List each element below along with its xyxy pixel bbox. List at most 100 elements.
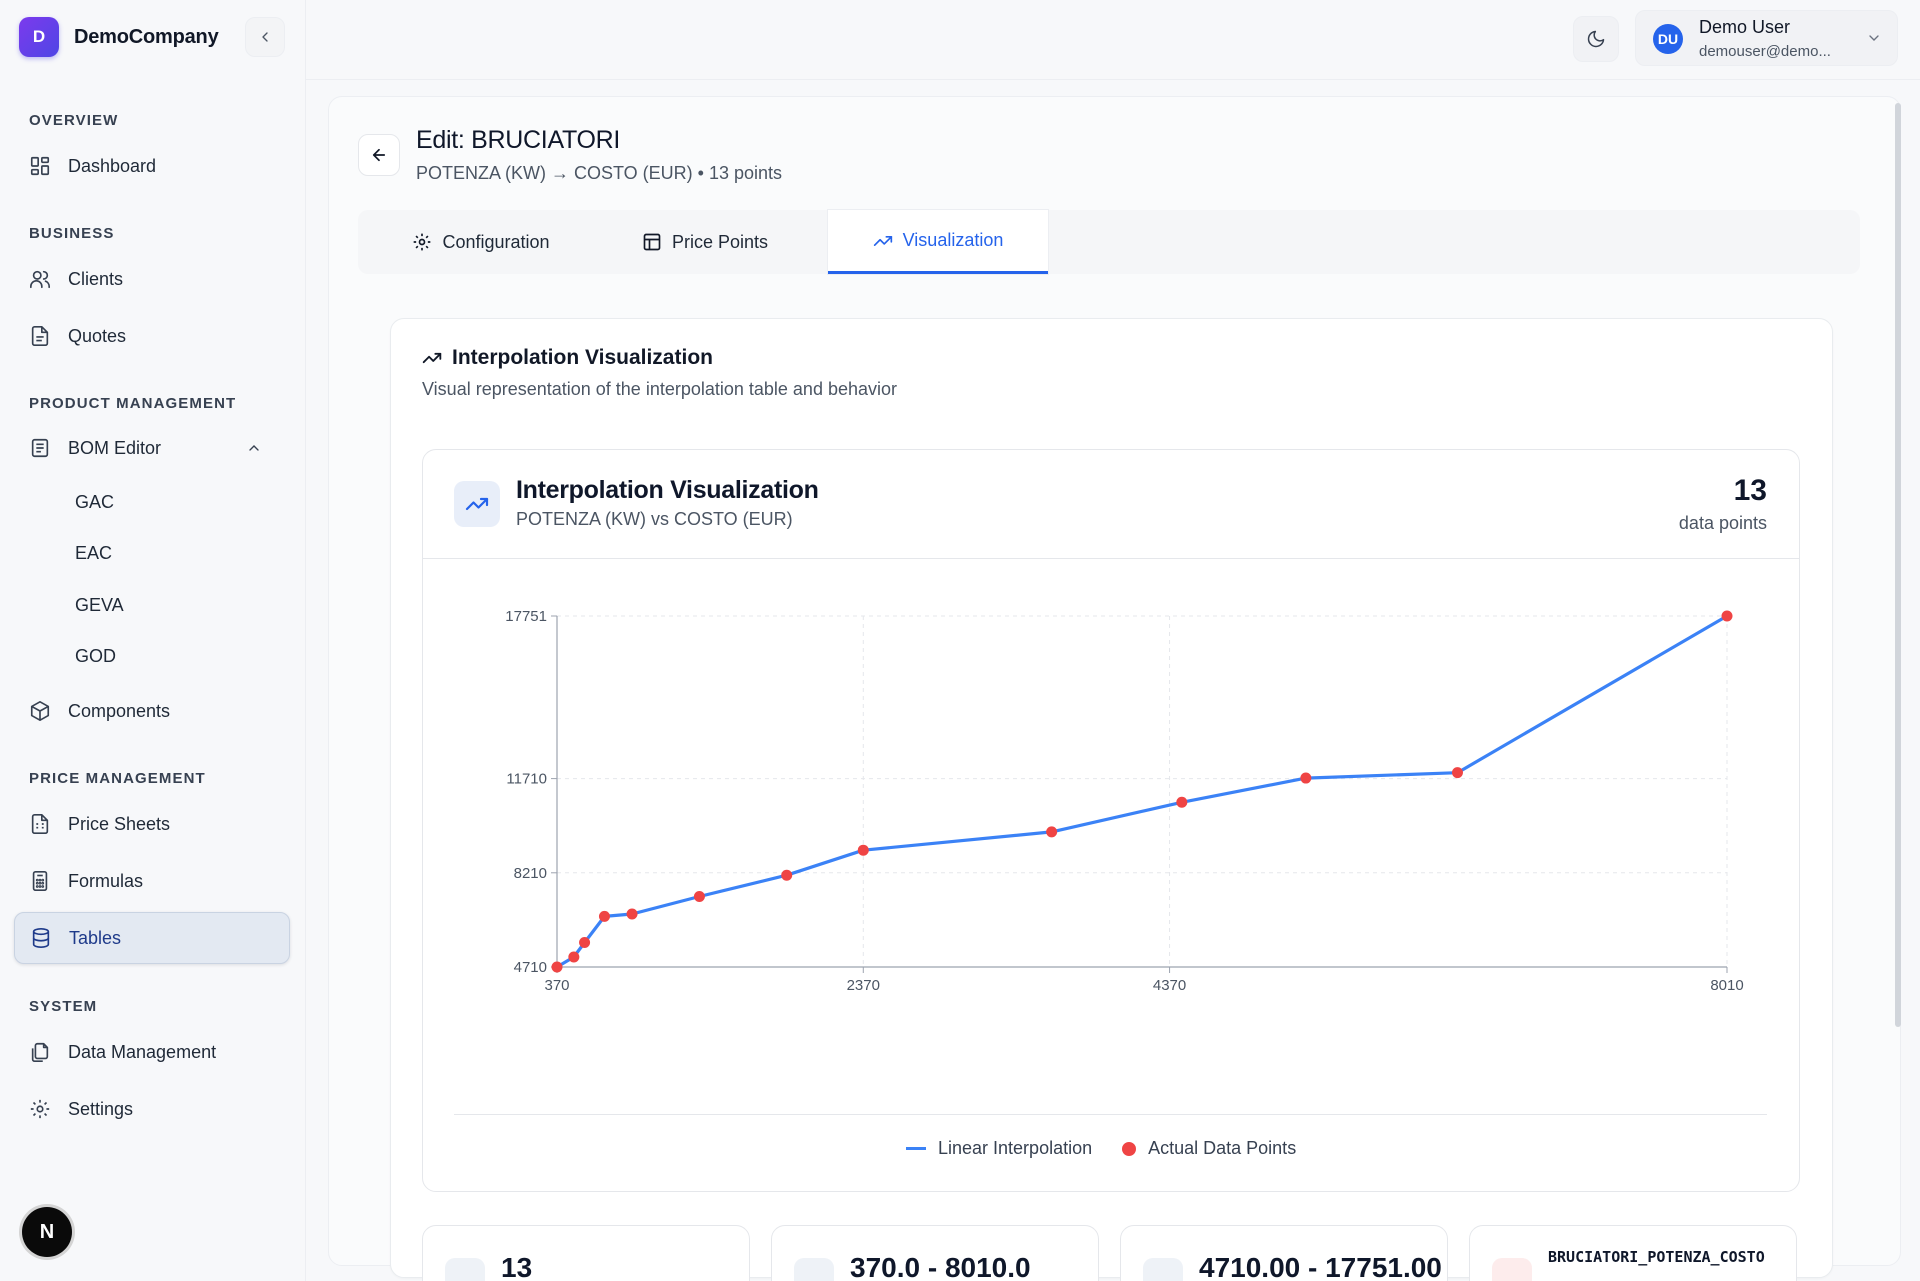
legend-line-label: Linear Interpolation [938,1138,1093,1158]
sidebar-item-quotes[interactable]: Quotes [14,310,290,362]
tab-label: Price Points [671,231,769,252]
data-point [626,908,638,920]
data-point [551,961,563,973]
file-text-icon [28,324,52,348]
legend-point-swatch [1122,1141,1137,1156]
y-tick-label: 17751 [505,608,547,625]
file-spreadsheet-icon [28,812,52,836]
trending-up-icon [873,235,892,246]
sidebar-item-bom-editor[interactable]: BOM Editor [14,422,290,474]
tab-visualization[interactable]: Visualization [828,210,1048,274]
trending-up-icon [422,352,442,364]
user-name: Demo User [1699,17,1791,37]
target-icon [1492,1258,1532,1281]
card-description: Visual representation of the interpolati… [422,379,897,399]
sidebar-item-label: Price Sheets [68,813,171,834]
ruler-icon [794,1258,834,1281]
sidebar-item-settings[interactable]: Settings [14,1083,290,1135]
tab-configuration[interactable]: Configuration [406,210,556,274]
nav-section-overview: OVERVIEW [29,112,119,129]
sidebar-collapse-button[interactable] [245,17,285,57]
stat-card-table-name: BRUCIATORI_POTENZA_COSTO [1469,1225,1797,1281]
stat-card-y-range: 4710.00 - 17751.00 [1120,1225,1448,1281]
data-point [568,951,580,963]
x-tick-label: 2370 [847,977,880,994]
database-icon [29,926,53,950]
y-tick-label: 11710 [506,771,547,788]
trending-up-icon [465,497,489,511]
card-title-text: Interpolation Visualization [452,346,713,369]
top-header: DU Demo User demouser@demo... [306,0,1920,80]
user-email: demouser@demo... [1699,43,1831,60]
stat-value: 4710.00 - 17751.00 [1199,1252,1442,1281]
data-point [1721,610,1733,622]
sidebar-subitem-god[interactable]: GOD [75,646,117,666]
moon-icon [1587,30,1605,48]
page-subtitle: POTENZA (KW) → COSTO (EUR) • 13 points [416,163,783,183]
y-tick-label: 8210 [514,865,547,882]
sidebar-item-label: Formulas [68,870,144,891]
interpolation-line [555,614,1729,969]
data-point [579,937,591,949]
sidebar-item-tables[interactable]: Tables [14,912,290,964]
data-point-count-label: data points [1678,513,1767,533]
copy-icon [28,1040,52,1064]
data-point [693,890,705,902]
brand[interactable]: D DemoCompany [19,17,219,57]
sidebar-item-label: Settings [68,1098,134,1119]
sidebar-item-components[interactable]: Components [14,685,290,737]
nav-section-system: SYSTEM [29,998,98,1015]
gear-icon [28,1097,52,1121]
chevron-left-icon [262,32,268,42]
sidebar-item-data-management[interactable]: Data Management [14,1026,290,1078]
stat-value: 13 [501,1252,533,1281]
legend-line-swatch [906,1147,926,1150]
stat-value: 370.0 - 8010.0 [850,1252,1031,1281]
theme-toggle-button[interactable] [1573,16,1619,62]
sidebar-subitem-eac[interactable]: EAC [75,543,113,563]
tab-bar: Configuration Price Points Visualization [358,210,1860,274]
data-point [598,910,610,922]
sidebar-item-price-sheets[interactable]: Price Sheets [14,798,290,850]
x-tick-label: 8010 [1710,977,1743,994]
table-icon [643,233,661,251]
dev-tools-badge[interactable]: N [22,1207,72,1257]
sidebar-item-label: Dashboard [68,155,157,176]
scrollbar[interactable] [1895,103,1901,1027]
tab-label: Visualization [902,230,1004,250]
sidebar-item-label: Quotes [68,325,127,346]
user-menu[interactable]: DU Demo User demouser@demo... [1635,10,1898,66]
sidebar-item-formulas[interactable]: Formulas [14,855,290,907]
avatar: DU [1653,24,1683,54]
sidebar-item-label: Components [68,700,171,721]
stat-card-count: 13 [422,1225,750,1281]
chart-legend: Linear Interpolation Actual Data Points [906,1138,1296,1159]
sidebar-item-dashboard[interactable]: Dashboard [14,140,290,192]
sidebar-item-label: BOM Editor [68,437,162,458]
card-title: Interpolation Visualization [422,346,713,370]
nav-section-business: BUSINESS [29,225,115,242]
chevron-up-icon [249,445,259,451]
data-point [1451,767,1463,779]
nav-section-price-management: PRICE MANAGEMENT [29,770,206,787]
brand-logo: D [19,17,59,57]
data-point [1176,796,1188,808]
hash-icon [445,1258,485,1281]
brand-name: DemoCompany [74,25,219,48]
package-icon [28,699,52,723]
chevron-down-icon [1869,35,1879,41]
stat-card-x-range: 370.0 - 8010.0 [771,1225,1099,1281]
sidebar-item-label: Data Management [68,1041,217,1062]
sidebar-item-label: Tables [69,927,122,948]
legend-point-label: Actual Data Points [1148,1138,1297,1158]
data-point [1300,772,1312,784]
data-point [781,869,793,881]
chart-panel [422,449,1800,1192]
stat-value: BRUCIATORI_POTENZA_COSTO [1548,1248,1765,1266]
sidebar-item-clients[interactable]: Clients [14,253,290,305]
sidebar-subitem-geva[interactable]: GEVA [75,595,124,615]
arrow-left-icon [372,148,386,162]
back-button[interactable] [358,134,400,176]
tab-price-points[interactable]: Price Points [630,210,780,274]
sidebar-subitem-gac[interactable]: GAC [75,492,115,512]
